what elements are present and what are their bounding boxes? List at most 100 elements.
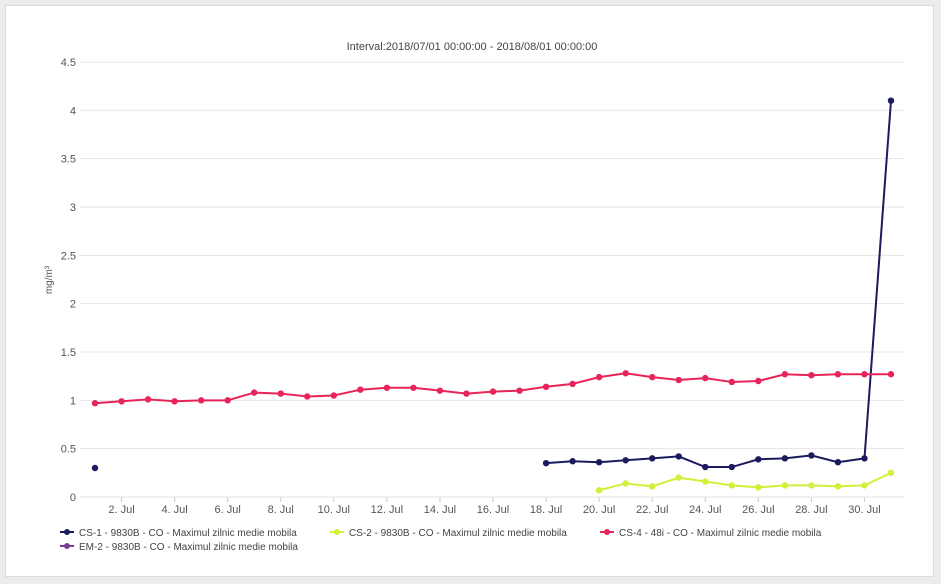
data-point[interactable]	[649, 455, 656, 462]
data-point[interactable]	[251, 389, 258, 396]
y-tick-label: 3.5	[61, 154, 76, 166]
series-layer	[91, 97, 895, 494]
y-tick-label: 2.5	[61, 250, 76, 262]
data-point[interactable]	[649, 483, 656, 490]
grid-lines	[80, 61, 905, 498]
data-point[interactable]	[808, 452, 815, 459]
x-tick-label: 30. Jul	[848, 504, 880, 516]
data-point[interactable]	[516, 387, 523, 394]
data-point[interactable]	[728, 463, 735, 471]
data-point[interactable]	[144, 396, 152, 403]
data-point[interactable]	[702, 374, 709, 382]
data-point[interactable]	[861, 455, 868, 462]
data-point[interactable]	[357, 386, 364, 393]
legend-swatch-marker	[64, 543, 70, 549]
y-tick-label: 4	[70, 105, 76, 117]
legend-item[interactable]: EM-2 - 9830B - CO - Maximul zilnic medie…	[60, 542, 298, 553]
data-point[interactable]	[834, 483, 842, 490]
series-line	[545, 100, 892, 469]
data-point[interactable]	[675, 453, 682, 460]
data-point[interactable]	[542, 459, 550, 467]
legend-label: CS-4 - 48i - CO - Maximul zilnic medie m…	[619, 528, 822, 539]
y-tick-label: 2	[70, 299, 76, 311]
x-tick-label: 2. Jul	[108, 504, 134, 516]
data-point[interactable]	[702, 463, 709, 471]
series-1[interactable]	[91, 97, 895, 472]
data-point[interactable]	[330, 392, 337, 399]
data-point[interactable]	[781, 482, 789, 489]
data-point[interactable]	[197, 397, 205, 404]
data-point[interactable]	[808, 482, 815, 489]
data-point[interactable]	[834, 371, 842, 378]
data-point[interactable]	[304, 393, 311, 400]
legend-label: CS-2 - 9830B - CO - Maximul zilnic medie…	[349, 528, 567, 539]
data-point[interactable]	[436, 387, 444, 394]
data-point[interactable]	[808, 372, 815, 379]
data-point[interactable]	[91, 400, 99, 407]
data-point[interactable]	[675, 376, 682, 384]
data-point[interactable]	[887, 97, 895, 104]
x-tick-label: 20. Jul	[583, 504, 615, 516]
data-point[interactable]	[755, 377, 762, 385]
data-point[interactable]	[622, 457, 629, 464]
data-point[interactable]	[224, 397, 231, 404]
data-point[interactable]	[649, 373, 656, 381]
data-point[interactable]	[595, 487, 603, 494]
data-point[interactable]	[118, 398, 125, 405]
data-point[interactable]	[383, 384, 391, 391]
data-point[interactable]	[861, 371, 868, 378]
x-tick-label: 14. Jul	[424, 504, 456, 516]
series-line	[94, 372, 891, 405]
data-point[interactable]	[887, 371, 895, 378]
data-point[interactable]	[728, 482, 735, 489]
data-point[interactable]	[861, 482, 868, 489]
chart-container	[6, 6, 933, 576]
data-point[interactable]	[277, 390, 284, 397]
data-point[interactable]	[755, 484, 762, 491]
data-point[interactable]	[887, 469, 895, 477]
data-point[interactable]	[622, 480, 629, 487]
data-point[interactable]	[675, 474, 682, 481]
data-point[interactable]	[569, 458, 576, 465]
x-tick-label: 8. Jul	[268, 504, 294, 516]
data-point[interactable]	[171, 398, 178, 405]
legend-swatch-marker	[334, 529, 340, 535]
y-tick-label: 1.5	[61, 347, 76, 359]
data-point[interactable]	[595, 459, 603, 466]
data-point[interactable]	[781, 455, 789, 462]
data-point[interactable]	[755, 456, 762, 463]
data-point[interactable]	[622, 370, 629, 377]
x-tick-label: 4. Jul	[161, 504, 187, 516]
legend-item[interactable]: CS-4 - 48i - CO - Maximul zilnic medie m…	[600, 528, 822, 539]
data-point[interactable]	[410, 384, 417, 391]
series-line	[598, 471, 892, 492]
chart-title: Interval:2018/07/01 00:00:00 - 2018/08/0…	[347, 41, 598, 53]
data-point[interactable]	[834, 459, 842, 466]
x-axis-ticks: 2. Jul 4. Jul 6. Jul 8. Jul 10. Jul 12. Jul 14…	[108, 497, 881, 516]
series-3[interactable]	[91, 370, 895, 407]
data-point[interactable]	[91, 464, 99, 472]
legend-item[interactable]: CS-2 - 9830B - CO - Maximul zilnic medie…	[330, 528, 567, 539]
x-tick-label: 16. Jul	[477, 504, 509, 516]
legend-label: EM-2 - 9830B - CO - Maximul zilnic medie…	[79, 542, 298, 553]
y-axis-label: mg/m³	[44, 265, 55, 294]
x-tick-label: 28. Jul	[795, 504, 827, 516]
y-tick-label: 0.5	[61, 444, 76, 456]
series-2[interactable]	[595, 469, 895, 494]
legend[interactable]: CS-1 - 9830B - CO - Maximul zilnic medie…	[60, 528, 822, 553]
data-point[interactable]	[463, 390, 470, 397]
data-point[interactable]	[595, 373, 603, 381]
y-tick-label: 4.5	[61, 57, 76, 69]
legend-item[interactable]: CS-1 - 9830B - CO - Maximul zilnic medie…	[60, 528, 297, 539]
legend-swatch-marker	[64, 529, 70, 535]
x-tick-label: 24. Jul	[689, 504, 721, 516]
data-point[interactable]	[569, 380, 576, 388]
data-point[interactable]	[489, 388, 497, 395]
legend-swatch-marker	[604, 529, 610, 535]
data-point[interactable]	[728, 378, 735, 386]
y-tick-label: 0	[70, 492, 76, 504]
data-point[interactable]	[781, 371, 789, 378]
data-point[interactable]	[542, 383, 550, 390]
data-point[interactable]	[702, 478, 709, 485]
